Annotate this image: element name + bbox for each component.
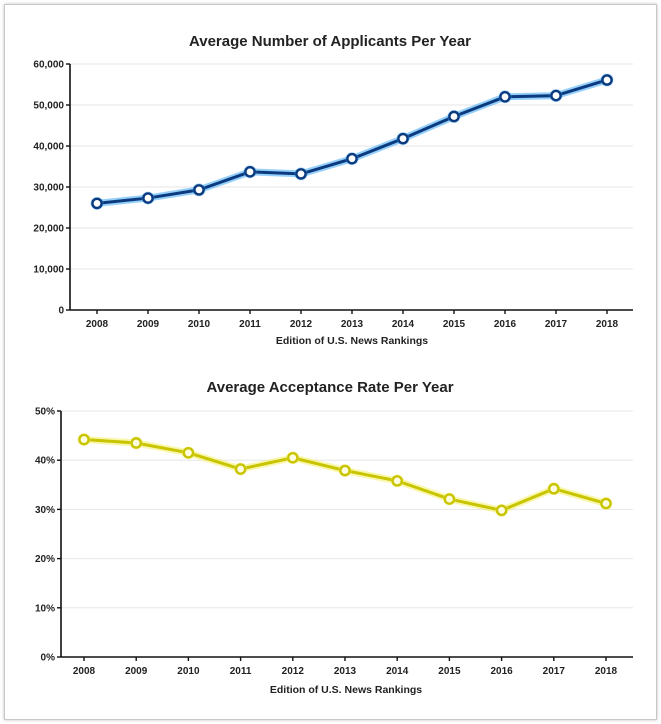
chart1-y-tick-label: 0 <box>58 306 64 317</box>
chart1-x-tick-label: 2013 <box>341 319 364 330</box>
chart1-x-tick-label: 2008 <box>86 319 109 330</box>
chart2-data-point <box>600 497 612 510</box>
chart1-x-tick-label: 2012 <box>290 319 313 330</box>
chart-frame <box>4 4 657 720</box>
chart1-x-axis-label: Edition of U.S. News Rankings <box>276 335 428 347</box>
chart1-data-point <box>295 168 307 180</box>
chart2-data-point <box>548 482 560 495</box>
chart1-y-tick-label: 20,000 <box>33 224 64 235</box>
chart2-y-tick-label: 40% <box>35 456 55 467</box>
chart1-data-point <box>91 197 103 210</box>
chart1-data-point <box>244 166 256 178</box>
chart2-y-tick-label: 30% <box>35 505 55 516</box>
chart1-data-point <box>499 91 511 103</box>
chart2-x-tick-label: 2013 <box>334 666 357 677</box>
chart1-series-line-glow <box>96 76 609 207</box>
chart2-data-point <box>234 463 247 475</box>
chart2-x-tick-label: 2018 <box>595 666 618 677</box>
chart2-x-tick-label: 2012 <box>282 666 305 677</box>
chart1-data-point <box>550 89 562 102</box>
chart2-y-tick-label: 0% <box>41 653 56 664</box>
chart2-x-tick-label: 2014 <box>386 666 409 677</box>
chart2-x-tick-label: 2017 <box>543 666 566 677</box>
chart2-data-point <box>78 433 90 446</box>
chart1-x-tick-label: 2010 <box>188 319 211 330</box>
chart2-data-point <box>130 437 142 449</box>
chart2-y-tick-label: 50% <box>35 407 55 418</box>
chart2-data-point <box>182 447 195 459</box>
chart2-x-tick-label: 2016 <box>490 666 513 677</box>
chart2-x-tick-label: 2011 <box>230 666 252 677</box>
chart1-x-tick-label: 2011 <box>239 319 261 330</box>
chart1-y-tick-label: 50,000 <box>33 101 64 112</box>
chart1-x-tick-label: 2017 <box>545 319 568 330</box>
chart1-data-point <box>448 110 460 123</box>
chart1-data-point <box>142 192 154 204</box>
chart2-x-tick-label: 2008 <box>73 666 96 677</box>
chart1-x-tick-label: 2016 <box>494 319 517 330</box>
chart1-data-point <box>397 132 409 145</box>
chart1-data-point <box>193 184 205 196</box>
chart1-x-tick-label: 2009 <box>137 319 160 330</box>
chart2-y-tick-label: 10% <box>35 603 55 614</box>
chart1-x-tick-label: 2018 <box>596 319 619 330</box>
chart2-data-point <box>391 475 404 487</box>
chart2-data-point <box>495 504 508 517</box>
chart1-x-tick-label: 2014 <box>392 319 415 330</box>
chart2-title: Average Acceptance Rate Per Year <box>206 379 453 396</box>
chart1-y-tick-label: 60,000 <box>33 60 64 71</box>
chart2-y-tick-label: 20% <box>35 554 55 565</box>
chart2-data-point <box>339 464 351 477</box>
chart2-x-tick-label: 2009 <box>125 666 148 677</box>
chart1-y-tick-label: 30,000 <box>33 183 64 194</box>
chart2-data-point <box>443 493 456 505</box>
chart2-x-tick-label: 2015 <box>438 666 461 677</box>
chart1-x-tick-label: 2015 <box>443 319 466 330</box>
chart2-x-tick-label: 2010 <box>177 666 200 677</box>
chart2-data-point <box>286 451 299 464</box>
chart2-x-axis-label: Edition of U.S. News Rankings <box>270 684 422 696</box>
chart1-title: Average Number of Applicants Per Year <box>189 33 471 50</box>
chart1-y-tick-label: 40,000 <box>33 142 64 153</box>
chart1-data-point <box>601 74 613 86</box>
chart1-data-point <box>346 152 358 165</box>
chart1-y-tick-label: 10,000 <box>33 265 64 276</box>
